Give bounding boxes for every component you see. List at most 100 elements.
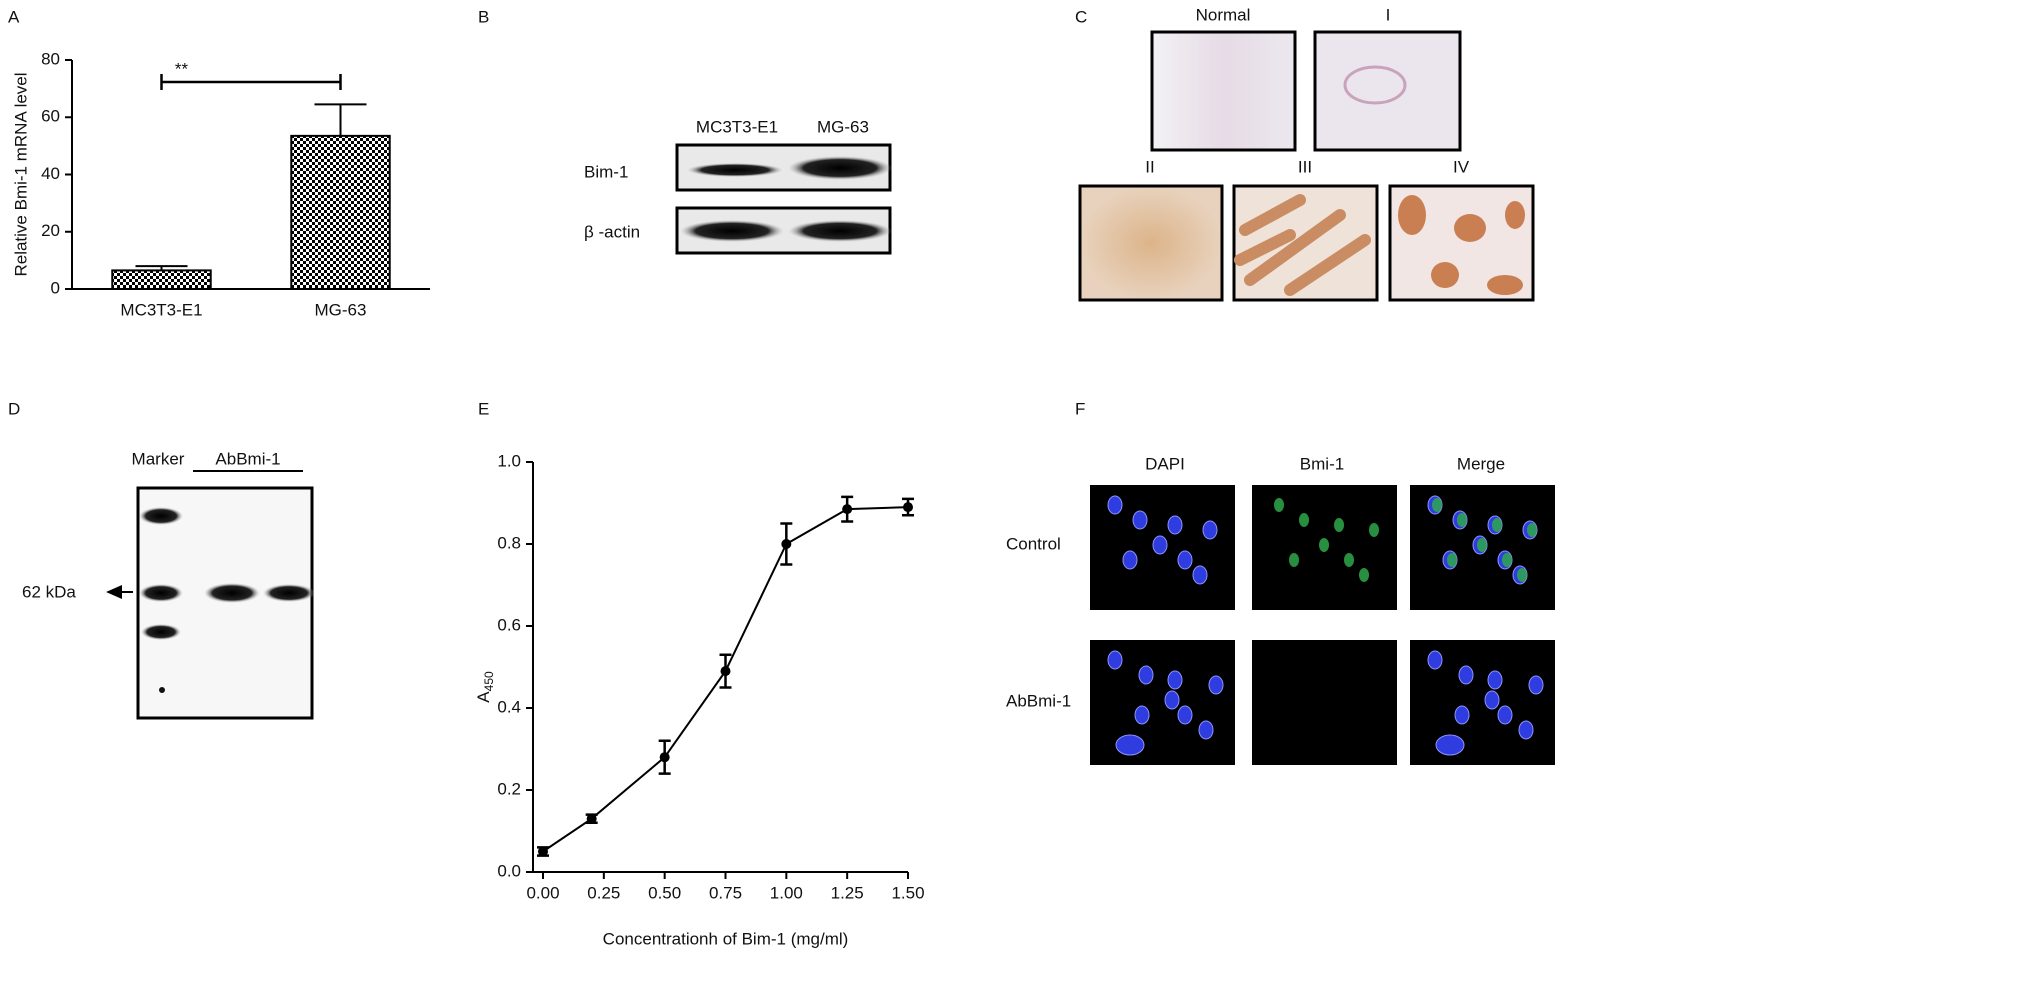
blot-band [788,220,892,242]
histology-image [1313,30,1462,152]
lane-label: AbBmi-1 [215,449,280,468]
row-label: β -actin [584,222,640,241]
column-label: DAPI [1145,454,1185,473]
nucleus [1192,565,1208,585]
y-tick-label: 40 [41,164,60,183]
y-axis-label-main: A [474,691,493,703]
lane-label: MG-63 [817,117,869,136]
nucleus [1497,705,1513,725]
x-tick-label: 1.50 [891,883,924,902]
y-tick-label: 0.4 [497,697,521,716]
x-tick-label: 0.00 [526,883,559,902]
fluorescence-image [1252,640,1397,765]
row-label: AbBmi-1 [1006,691,1071,710]
y-tick-label: 20 [41,221,60,240]
blot-band [788,156,892,180]
nucleus [1518,720,1534,740]
bmi1-signal [1527,523,1537,537]
blot-band [141,624,181,640]
y-tick-label: 0.0 [497,861,521,880]
x-tick-label: 0.50 [648,883,681,902]
nucleus [1454,705,1470,725]
nucleus [1107,650,1123,670]
bmi1-signal [1359,568,1369,582]
blot-band [139,584,183,602]
nucleus [1198,720,1214,740]
blot-frame [136,486,314,720]
nucleus [1435,734,1465,756]
nucleus [1138,665,1154,685]
y-tick-label: 0 [51,278,60,297]
nucleus [1107,495,1123,515]
histology-image [1150,30,1297,152]
bmi1-signal [1319,538,1329,552]
panel-letter: C [1075,7,1087,26]
grade-label: IV [1453,157,1470,176]
tissue-detail [1234,194,1371,296]
column-label: Bmi-1 [1300,454,1344,473]
nucleus [1167,515,1183,535]
bmi1-signal [1334,518,1344,532]
grade-label: III [1298,157,1312,176]
nucleus [1177,550,1193,570]
y-tick-label: 80 [41,49,60,68]
nucleus [1487,670,1503,690]
bar [111,269,212,290]
nucleus [1152,535,1168,555]
x-axis-label: Concentrationh of Bim-1 (mg/ml) [603,929,849,948]
bmi1-signal [1502,553,1512,567]
bmi1-signal [1457,513,1467,527]
y-axis-label: A450 [474,671,496,703]
nucleus [1164,690,1180,710]
nucleus [1208,675,1224,695]
grade-label: I [1386,5,1391,24]
nucleus [1115,734,1145,756]
nucleus [1177,705,1193,725]
blot-band [139,507,183,525]
histology-image [1078,184,1224,302]
row-label: Bim-1 [584,162,628,181]
y-axis-label: Relative Bmi-1 mRNA level [11,72,30,276]
significance-bracket [160,74,342,90]
blot-band [680,220,784,242]
blot-band [263,584,315,602]
bmi1-signal [1369,523,1379,537]
nucleus [1134,705,1150,725]
data-point [538,846,548,857]
x-tick-label: 1.25 [831,883,864,902]
data-point [586,813,597,824]
bmi1-signal [1274,498,1284,512]
nucleus [1122,550,1138,570]
nucleus [1202,520,1218,540]
data-point [842,504,853,515]
bmi1-signal [1447,553,1457,567]
blot-spot [159,687,165,693]
size-label: 62 kDa [22,582,76,601]
fluorescence-images [1090,485,1555,765]
charts: 0 20 40 60 80 Relative Bmi-1 mRNA level MC3T3-… [11,49,924,948]
y-tick-label: 0.8 [497,533,521,552]
panel-letter: B [478,7,489,26]
data-point [659,752,670,763]
panel-letter: F [1075,399,1085,418]
y-tick-label: 0.2 [497,779,521,798]
x-tick-label: 1.00 [770,883,803,902]
arrow-head [106,585,122,599]
panel-letter: D [8,399,20,418]
bmi1-signal [1289,553,1299,567]
nucleus [1167,670,1183,690]
data-point [903,502,913,513]
grade-label: Normal [1196,5,1251,24]
tissue-detail [1343,65,1407,105]
bmi1-signal [1477,538,1487,552]
y-axis-label-sub: 450 [482,671,496,691]
panel-letter: A [8,7,20,26]
grade-label: II [1145,157,1154,176]
y-tick-label: 60 [41,107,60,126]
y-tick-label: 1.0 [497,451,521,470]
blot-band [687,163,783,177]
bmi1-signal [1517,568,1527,582]
significance-label: ** [175,59,189,78]
row-label: Control [1006,534,1061,553]
